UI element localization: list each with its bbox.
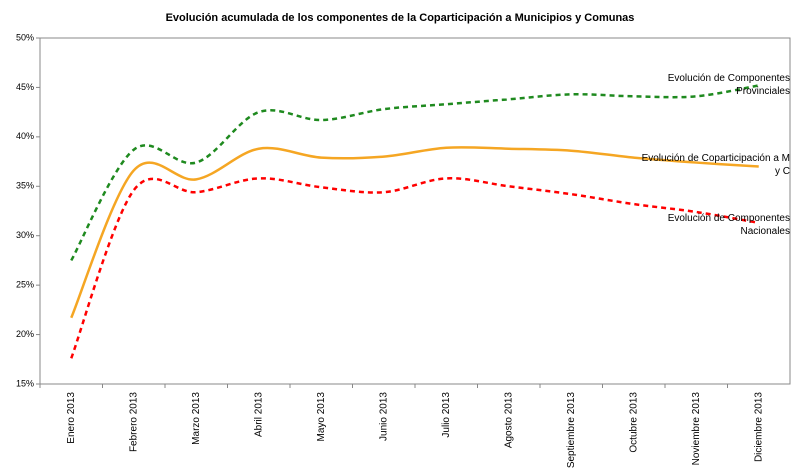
x-tick-label: Octubre 2013 xyxy=(628,392,639,453)
series-line xyxy=(70,177,759,359)
y-tick-label: 50% xyxy=(16,32,34,42)
y-tick-label: 15% xyxy=(16,378,34,388)
y-tick-label: 40% xyxy=(16,131,34,141)
x-tick-label: Junio 2013 xyxy=(378,392,389,441)
x-tick-label: Abril 2013 xyxy=(253,392,264,437)
x-tick-label: Mayo 2013 xyxy=(316,392,327,442)
x-tick-label: Septiembre 2013 xyxy=(566,392,577,468)
x-tick-label: Agosto 2013 xyxy=(503,392,514,449)
series-label: Evolución de Componentes Provinciales xyxy=(667,73,790,97)
y-tick-label: 30% xyxy=(16,230,34,240)
series-label: Evolución de Componentes Nacionales xyxy=(667,213,790,237)
x-tick-label: Diciembre 2013 xyxy=(753,392,764,462)
x-tick-label: Marzo 2013 xyxy=(191,392,202,445)
chart-title: Evolución acumulada de los componentes d… xyxy=(166,12,635,24)
x-tick-label: Febrero 2013 xyxy=(128,392,139,452)
y-tick-label: 45% xyxy=(16,82,34,92)
series-label: Evolución de Coparticipación a M y C xyxy=(641,153,790,177)
x-tick-label: Enero 2013 xyxy=(66,392,77,444)
series-line xyxy=(70,146,759,319)
y-tick-label: 20% xyxy=(16,329,34,339)
x-tick-label: Noviembre 2013 xyxy=(691,392,702,466)
x-tick-label: Julio 2013 xyxy=(441,392,452,438)
y-tick-label: 25% xyxy=(16,280,34,290)
y-tick-label: 35% xyxy=(16,181,34,191)
